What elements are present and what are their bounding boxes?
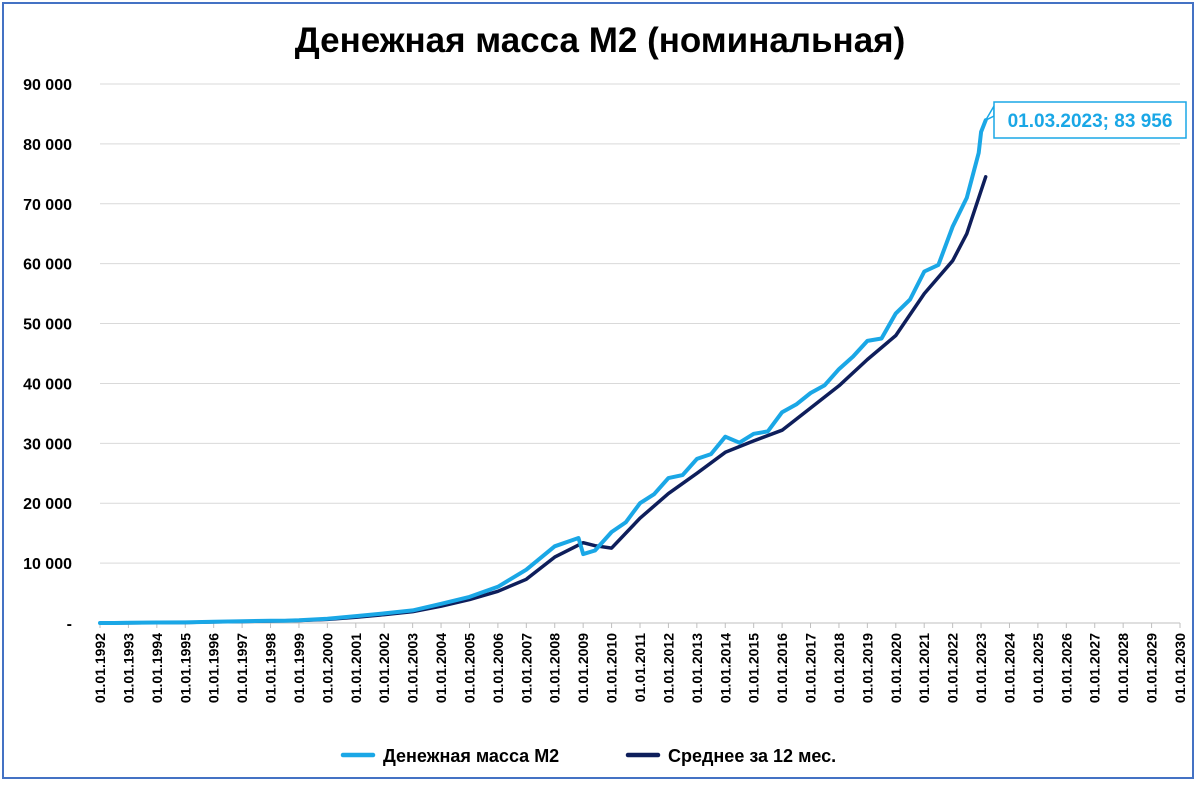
series (98, 118, 988, 625)
annotation-pointer (983, 103, 995, 123)
x-tick-label: 01.01.2014 (717, 633, 733, 703)
x-tick-label: 01.01.2026 (1058, 633, 1074, 703)
x-tick-label: 01.01.2000 (319, 633, 335, 703)
y-axis-ticks: - 10 000 20 000 30 000 40 000 50 000 60 000 70 … (23, 77, 72, 633)
x-axis-ticks: 01.01.1992 01.01.1993 01.01.1994 01.01.1995… (92, 623, 1188, 703)
x-tick-label: 01.01.2008 (547, 633, 563, 703)
x-tick-label: 01.01.2021 (916, 633, 932, 703)
x-tick-label: 01.01.2019 (859, 633, 875, 703)
x-tick-label: 01.01.1994 (149, 633, 165, 703)
x-tick-label: 01.01.2005 (462, 633, 478, 703)
x-tick-label: 01.01.2011 (632, 633, 648, 703)
y-tick-label: 10 000 (23, 556, 72, 573)
x-tick-label: 01.01.2030 (1172, 633, 1188, 703)
x-tick-label: 01.01.2018 (831, 633, 847, 703)
y-tick-label: - (67, 616, 72, 633)
legend-item: Среднее за 12 мес. (625, 746, 836, 766)
legend-label: Среднее за 12 мес. (668, 746, 836, 766)
x-tick-label: 01.01.2015 (746, 633, 762, 703)
x-tick-label: 01.01.1996 (206, 633, 222, 703)
x-tick-label: 01.01.1993 (120, 633, 136, 703)
x-tick-label: 01.01.2028 (1115, 633, 1131, 703)
series-line-m2 (98, 118, 988, 625)
grid (100, 83, 1180, 624)
x-tick-label: 01.01.2007 (518, 633, 534, 703)
x-tick-label: 01.01.2022 (945, 633, 961, 703)
x-tick-label: 01.01.2024 (1002, 633, 1018, 703)
x-tick-label: 01.01.2029 (1144, 633, 1160, 703)
x-tick-label: 01.01.2013 (689, 633, 705, 703)
x-tick-label: 01.01.2023 (973, 633, 989, 703)
x-tick-label: 01.01.2025 (1030, 633, 1046, 703)
x-tick-label: 01.01.2017 (803, 633, 819, 703)
x-tick-label: 01.01.1997 (234, 633, 250, 703)
y-tick-label: 90 000 (23, 77, 72, 94)
x-tick-label: 01.01.2020 (888, 633, 904, 703)
chart-title: Денежная масса М2 (номинальная) (295, 21, 905, 60)
legend: Денежная масса М2 Среднее за 12 мес. (340, 746, 836, 766)
x-tick-label: 01.01.2003 (405, 633, 421, 703)
x-tick-label: 01.01.2012 (660, 633, 676, 703)
annotation-box (993, 101, 1187, 139)
annotation-label: 01.03.2023; 83 956 (1008, 111, 1173, 132)
x-tick-label: 01.01.1998 (263, 633, 279, 703)
x-tick-label: 01.01.1995 (177, 633, 193, 703)
annotation: 01.03.2023; 83 956 (983, 101, 1187, 139)
x-tick-label: 01.01.2001 (348, 633, 364, 703)
x-tick-label: 01.01.2010 (604, 633, 620, 703)
y-tick-label: 70 000 (23, 197, 72, 214)
series-line-avg12 (110, 175, 988, 625)
y-tick-label: 20 000 (23, 496, 72, 513)
x-tick-label: 01.01.2016 (774, 633, 790, 703)
x-tick-label: 01.01.1999 (291, 633, 307, 703)
x-tick-label: 01.01.2009 (575, 633, 591, 703)
x-tick-label: 01.01.2006 (490, 633, 506, 703)
y-tick-label: 30 000 (23, 436, 72, 453)
y-tick-label: 60 000 (23, 257, 72, 274)
y-tick-label: 50 000 (23, 317, 72, 334)
legend-label: Денежная масса М2 (383, 746, 559, 766)
y-tick-label: 40 000 (23, 376, 72, 393)
x-tick-label: 01.01.2004 (433, 633, 449, 703)
legend-item: Денежная масса М2 (340, 746, 559, 766)
x-tick-label: 01.01.2027 (1087, 633, 1103, 703)
y-tick-label: 80 000 (23, 137, 72, 154)
x-tick-label: 01.01.2002 (376, 633, 392, 703)
x-tick-label: 01.01.1992 (92, 633, 108, 703)
